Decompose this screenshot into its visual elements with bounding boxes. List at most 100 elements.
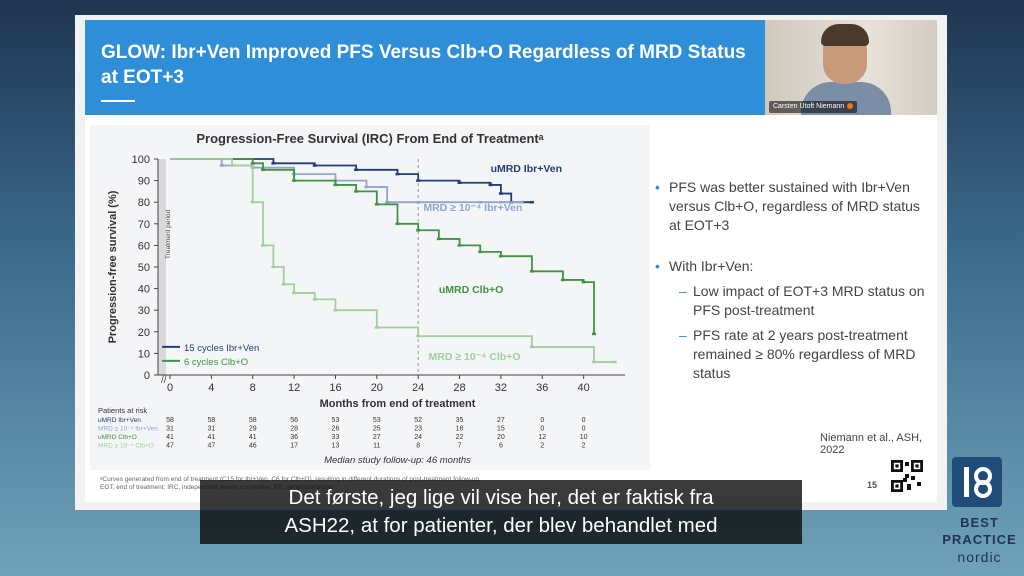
y-tick-label: 40 — [138, 284, 150, 296]
y-tick-label: 90 — [138, 176, 150, 188]
presenter-hair — [821, 24, 869, 46]
risk-cell: 58 — [249, 417, 257, 424]
brand-logo: BEST PRACTICE nordic — [935, 455, 1024, 576]
x-tick-label: 32 — [495, 382, 507, 394]
presenter-video[interactable]: Carsten Utoft Niemann — [765, 20, 937, 115]
brand-line: nordic — [957, 549, 1002, 565]
risk-cell: 10 — [580, 434, 588, 441]
bullet-list: • PFS was better sustained with Ibr+Ven … — [655, 178, 935, 405]
brand-line: BEST — [960, 515, 999, 530]
sub-bullet-item: – PFS rate at 2 years post-treatment rem… — [669, 326, 935, 383]
y-tick-label: 70 — [138, 219, 150, 231]
x-tick-label: 28 — [453, 382, 465, 394]
logo-mark-icon — [952, 457, 1002, 507]
y-tick-label: 80 — [138, 197, 150, 209]
risk-cell: 0 — [582, 417, 586, 424]
risk-cell: 41 — [207, 434, 215, 441]
reference-citation: Niemann et al., ASH, 2022 — [820, 432, 923, 456]
risk-cell: 8 — [416, 443, 420, 450]
risk-cell: 11 — [373, 443, 380, 450]
risk-cell: 31 — [166, 426, 174, 433]
risk-cell: 0 — [582, 426, 586, 433]
caption-line: ASH22, at for patienter, der blev behand… — [284, 514, 718, 537]
series-label: uMRD Clb+O — [439, 284, 503, 296]
risk-cell: 24 — [414, 434, 422, 441]
risk-cell: 27 — [373, 434, 381, 441]
x-axis-label: Months from end of treatment — [320, 398, 476, 410]
dash-icon: – — [679, 283, 687, 299]
risk-cell: 17 — [290, 443, 298, 450]
risk-cell: 22 — [456, 434, 464, 441]
risk-cell: 16 — [456, 426, 464, 433]
qr-code-icon[interactable] — [891, 460, 923, 492]
slide-title: GLOW: Ibr+Ven Improved PFS Versus Clb+O … — [101, 42, 746, 88]
risk-row-label: MRD ≥ 10⁻⁴ Ibr+Ven — [98, 426, 158, 433]
risk-cell: 6 — [499, 443, 503, 450]
caption-line: Det første, jeg lige vil vise her, det e… — [288, 486, 714, 509]
risk-cell: 28 — [290, 426, 298, 433]
bullet-item: • With Ibr+Ven: – Low impact of EOT+3 MR… — [655, 257, 935, 383]
dash-icon: – — [679, 327, 687, 343]
footnote-line: ᵃCurves generated from end of treatment … — [100, 476, 481, 483]
x-tick-label: 20 — [371, 382, 383, 394]
y-tick-label: 60 — [138, 240, 150, 252]
treatment-period-band — [158, 159, 166, 375]
pfs-chart: Progression-Free Survival (IRC) From End… — [90, 125, 650, 470]
y-tick-label: 100 — [132, 154, 150, 166]
risk-cell: 56 — [290, 417, 298, 424]
x-tick-label: 16 — [329, 382, 341, 394]
x-tick-label: 24 — [412, 382, 424, 394]
x-tick-label: 4 — [208, 382, 214, 394]
risk-cell: 47 — [166, 443, 174, 450]
risk-cell: 47 — [207, 443, 215, 450]
sub-bullet-text: PFS rate at 2 years post-treatment remai… — [693, 327, 916, 381]
bullet-item: • PFS was better sustained with Ibr+Ven … — [655, 178, 935, 235]
subtitle-caption: Det første, jeg lige vil vise her, det e… — [200, 480, 802, 544]
risk-cell: 12 — [538, 434, 546, 441]
risk-cell: 27 — [497, 417, 505, 424]
series-label: uMRD Ibr+Ven — [491, 163, 562, 175]
risk-cell: 0 — [540, 417, 544, 424]
title-underline — [101, 100, 135, 102]
treatment-period-label: Treatment period — [165, 209, 172, 259]
risk-cell: 26 — [332, 426, 340, 433]
risk-cell: 23 — [414, 426, 422, 433]
bullet-text: PFS was better sustained with Ibr+Ven ve… — [669, 179, 920, 233]
page-number: 15 — [867, 480, 878, 490]
bullet-text: With Ibr+Ven: — [669, 258, 754, 274]
risk-cell: 46 — [249, 443, 257, 450]
title-bar: GLOW: Ibr+Ven Improved PFS Versus Clb+O … — [85, 20, 765, 115]
y-tick-label: 20 — [138, 327, 150, 339]
risk-cell: 2 — [582, 443, 586, 450]
series-label: MRD ≥ 10⁻⁴ Clb+O — [429, 351, 521, 363]
risk-cell: 0 — [540, 426, 544, 433]
brand-line: PRACTICE — [942, 532, 1017, 547]
series-label: MRD ≥ 10⁻⁴ Ibr+Ven — [423, 202, 522, 214]
risk-cell: 7 — [458, 443, 462, 450]
risk-cell: 36 — [290, 434, 298, 441]
risk-cell: 53 — [373, 417, 381, 424]
presentation-slide: GLOW: Ibr+Ven Improved PFS Versus Clb+O … — [75, 15, 947, 510]
x-tick-label: 40 — [578, 382, 590, 394]
risk-cell: 29 — [249, 426, 257, 433]
risk-cell: 58 — [166, 417, 174, 424]
presenter-name-tag: Carsten Utoft Niemann — [769, 101, 858, 113]
bullet-dot-icon: • — [655, 258, 660, 274]
legend-label: 6 cycles Clb+O — [184, 357, 248, 368]
y-tick-label: 50 — [138, 262, 150, 274]
risk-cell: 33 — [332, 434, 340, 441]
axis-break-icon: // — [161, 375, 167, 386]
x-tick-label: 0 — [167, 382, 173, 394]
microphone-icon — [847, 103, 854, 110]
risk-cell: 20 — [497, 434, 505, 441]
y-tick-label: 30 — [138, 305, 150, 317]
risk-cell: 13 — [332, 443, 340, 450]
bullet-dot-icon: • — [655, 179, 660, 195]
median-followup-text: Median study follow-up: 46 months — [324, 455, 471, 466]
risk-cell: 2 — [540, 443, 544, 450]
risk-table-header: Patients at risk — [98, 406, 147, 415]
risk-cell: 31 — [207, 426, 215, 433]
risk-row-label: MRD ≥ 10⁻⁴ Clb+O — [98, 443, 154, 450]
risk-cell: 41 — [249, 434, 257, 441]
